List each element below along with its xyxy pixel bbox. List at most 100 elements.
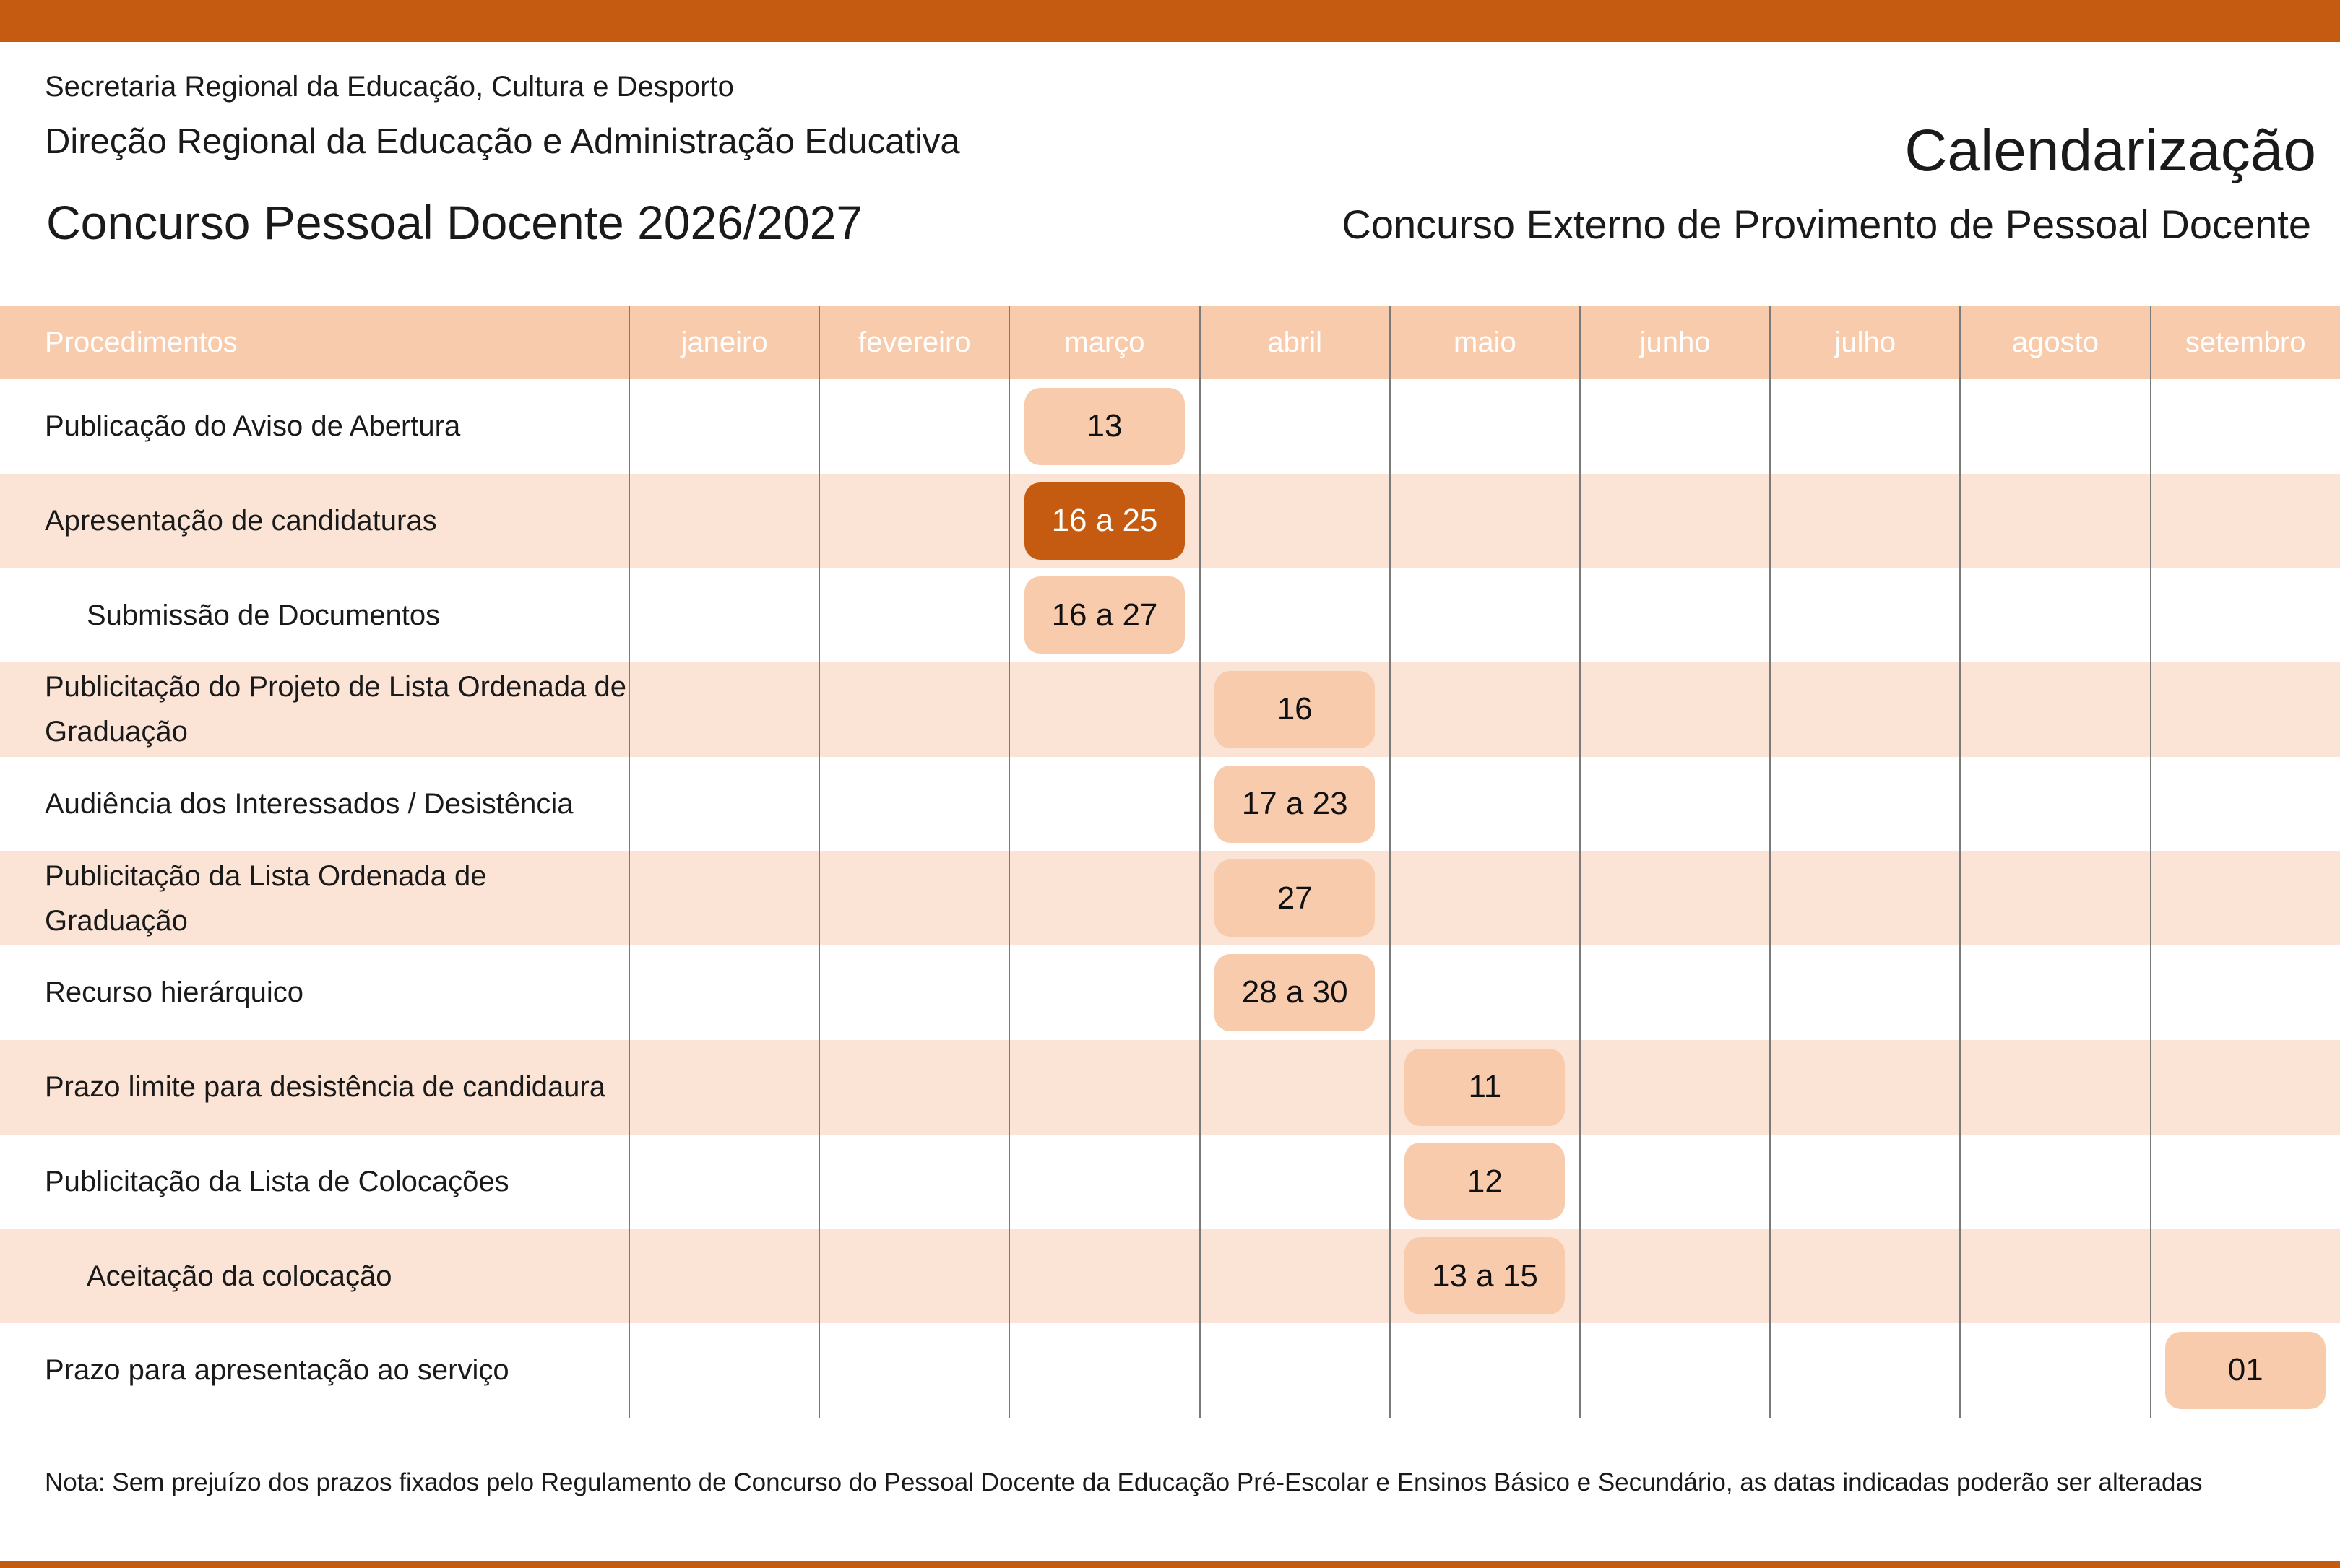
month-cell [1389, 1322, 1579, 1418]
secretaria-label: Secretaria Regional da Educação, Cultura… [45, 71, 734, 103]
header-month-4: maio [1389, 306, 1579, 379]
procedure-label: Submissão de Documentos [87, 599, 441, 631]
month-cell [819, 379, 1009, 474]
month-cell [1009, 756, 1199, 852]
header-month-1: fevereiro [819, 306, 1009, 379]
month-cell [1389, 473, 1579, 568]
table-row: Publicitação da Lista Ordenada de Gradua… [0, 851, 2340, 946]
month-cell: 13 a 15 [1389, 1229, 1579, 1323]
header-month-8: setembro [2149, 306, 2340, 379]
month-cell [1959, 662, 2149, 757]
procedure-label: Aceitação da colocação [87, 1260, 392, 1292]
procedure-label: Publicitação da Lista de Colocações [45, 1165, 509, 1197]
procedure-label: Recurso hierárquico [45, 976, 303, 1009]
month-cell [1769, 1039, 1959, 1135]
month-cell [1769, 945, 1959, 1040]
month-cell [1959, 473, 2149, 568]
table-row: Recurso hierárquico 28 a 30 [0, 945, 2340, 1040]
month-cell [629, 662, 819, 757]
month-cell [1579, 662, 1769, 757]
page-subtitle: Concurso Externo de Provimento de Pessoa… [1342, 202, 2311, 247]
month-cell [819, 945, 1009, 1040]
date-badge: 13 [1024, 387, 1185, 465]
date-badge: 11 [1404, 1048, 1566, 1126]
month-cell [629, 756, 819, 852]
table-header-row: Procedimentos janeiro fevereiro março abril m… [0, 306, 2340, 379]
month-cell [1959, 1229, 2149, 1323]
month-cell [1199, 1229, 1389, 1323]
date-badge: 16 [1214, 670, 1376, 748]
month-cell [1199, 473, 1389, 568]
month-cell [1769, 1322, 1959, 1418]
table-row: Prazo para apresentação ao serviço 01 [0, 1322, 2340, 1418]
month-cell [1579, 473, 1769, 568]
month-cell [629, 1039, 819, 1135]
month-cell [1769, 851, 1959, 946]
date-badge: 27 [1214, 859, 1376, 937]
table-row: Audiência dos Interessados / Desistência… [0, 756, 2340, 852]
procedure-label: Prazo para apresentação ao serviço [45, 1354, 509, 1387]
date-badge: 16 a 27 [1024, 576, 1185, 654]
month-cell [1579, 379, 1769, 474]
month-cell [1769, 1229, 1959, 1323]
month-cell [1769, 662, 1959, 757]
header-month-6: julho [1769, 306, 1959, 379]
date-badge: 28 a 30 [1214, 953, 1376, 1031]
month-cell [819, 662, 1009, 757]
header-month-5: junho [1579, 306, 1769, 379]
concurso-title: Concurso Pessoal Docente 2026/2027 [46, 196, 863, 249]
direcao-label: Direção Regional da Educação e Administr… [45, 122, 960, 161]
month-cell [1579, 1322, 1769, 1418]
month-cell [819, 473, 1009, 568]
month-cell [1769, 568, 1959, 663]
month-cell [1959, 1134, 2149, 1229]
month-cell [1009, 851, 1199, 946]
procedure-label: Publicitação do Projeto de Lista Ordenad… [45, 671, 626, 748]
month-cell [1009, 1039, 1199, 1135]
month-cell [819, 1039, 1009, 1135]
table-row: Prazo limite para desistência de candida… [0, 1039, 2340, 1135]
month-cell [629, 851, 819, 946]
month-cell [1009, 945, 1199, 1040]
month-cell [1199, 568, 1389, 663]
header-month-3: abril [1199, 306, 1389, 379]
month-cell: 16 a 25 [1009, 473, 1199, 568]
page-title: Calendarização [1904, 118, 2316, 183]
month-cell [629, 1229, 819, 1323]
month-cell: 13 [1009, 379, 1199, 474]
month-cell [1389, 756, 1579, 852]
date-badge: 16 a 25 [1024, 482, 1185, 560]
month-cell [1579, 568, 1769, 663]
month-cell [1959, 379, 2149, 474]
month-cell [2149, 473, 2340, 568]
month-cell: 28 a 30 [1199, 945, 1389, 1040]
month-cell [629, 1322, 819, 1418]
table-row: Publicação do Aviso de Abertura 13 [0, 379, 2340, 474]
month-cell [2149, 662, 2340, 757]
month-cell [1579, 1039, 1769, 1135]
month-cell: 16 a 27 [1009, 568, 1199, 663]
month-cell [1199, 1039, 1389, 1135]
month-cell [2149, 1229, 2340, 1323]
month-cell [1769, 473, 1959, 568]
month-cell [1009, 1134, 1199, 1229]
month-cell [2149, 851, 2340, 946]
header-procedimentos: Procedimentos [45, 326, 238, 358]
month-cell [1199, 1322, 1389, 1418]
month-cell [819, 851, 1009, 946]
table-row: Aceitação da colocação 13 a 15 [0, 1229, 2340, 1323]
month-cell [1769, 379, 1959, 474]
month-cell [1769, 1134, 1959, 1229]
month-cell [1389, 568, 1579, 663]
header-month-7: agosto [1959, 306, 2149, 379]
date-badge: 12 [1404, 1143, 1566, 1221]
month-cell [2149, 1134, 2340, 1229]
date-badge: 13 a 15 [1404, 1237, 1566, 1315]
month-cell [819, 1229, 1009, 1323]
month-cell [629, 568, 819, 663]
month-cell [2149, 379, 2340, 474]
month-cell [629, 473, 819, 568]
month-cell [1009, 1322, 1199, 1418]
table-row: Apresentação de candidaturas 16 a 25 [0, 473, 2340, 568]
month-cell [1389, 662, 1579, 757]
